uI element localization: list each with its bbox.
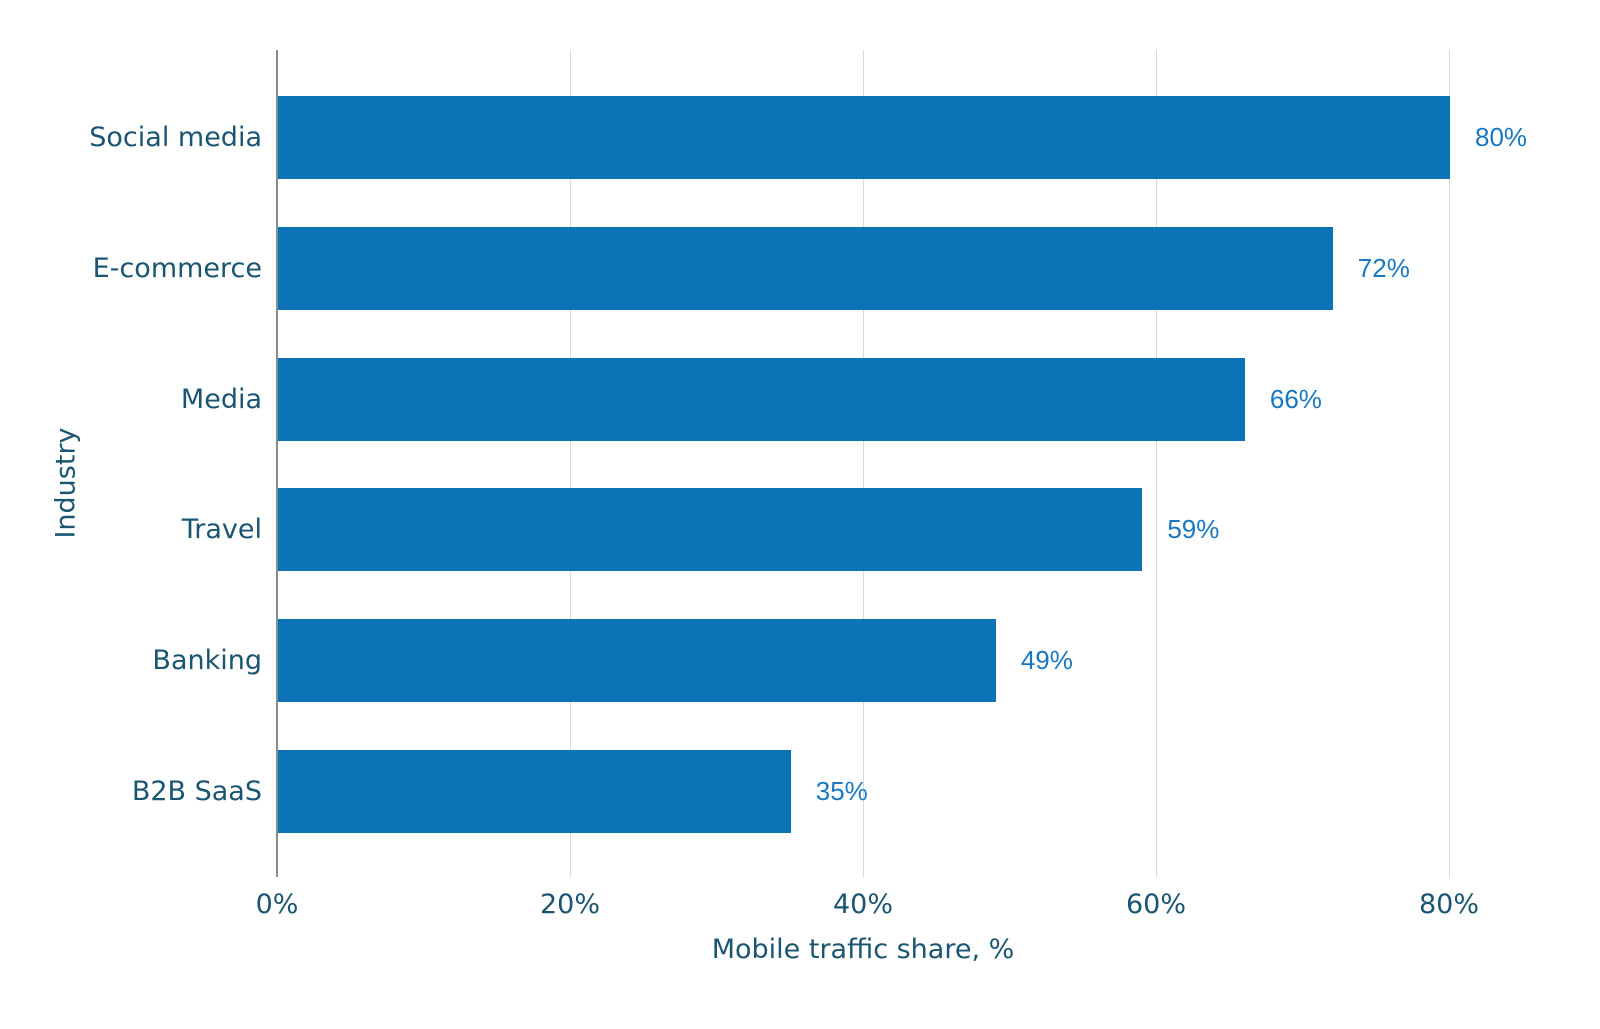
gridline-20	[570, 50, 571, 877]
bar-social-media	[278, 96, 1450, 179]
x-tick-label: 40%	[832, 889, 894, 920]
x-tick-label: 20%	[539, 889, 601, 920]
value-label: 80%	[1475, 122, 1528, 152]
value-label: 35%	[815, 776, 868, 806]
bar-e-commerce	[278, 226, 1333, 310]
category-label: Media	[180, 383, 262, 415]
category-label: E-commerce	[92, 252, 262, 284]
category-label: Banking	[152, 645, 262, 677]
value-label: 72%	[1357, 252, 1410, 283]
category-label: B2B SaaS	[131, 776, 262, 807]
gridline-60	[1156, 50, 1157, 877]
bar-travel	[278, 488, 1143, 572]
bar-b2b-saas	[278, 750, 791, 833]
y-axis-line	[276, 50, 278, 877]
x-tick-label: 60%	[1125, 889, 1187, 920]
value-label: 59%	[1167, 514, 1220, 545]
bar-banking	[278, 619, 996, 703]
gridline-80	[1449, 50, 1450, 877]
value-label: 66%	[1269, 383, 1322, 414]
plot-area: 80% 72% 66% 59% 49% 35%	[276, 50, 1527, 877]
value-label: 49%	[1020, 645, 1073, 676]
category-label: Social media	[89, 122, 262, 153]
x-tick-label: 80%	[1418, 889, 1480, 920]
x-axis-title: Mobile traffic share, %	[711, 934, 1015, 965]
x-tick-label: 0%	[255, 889, 299, 920]
gridline-40	[863, 50, 864, 877]
bar-media	[278, 357, 1245, 441]
category-label: Travel	[181, 514, 262, 546]
